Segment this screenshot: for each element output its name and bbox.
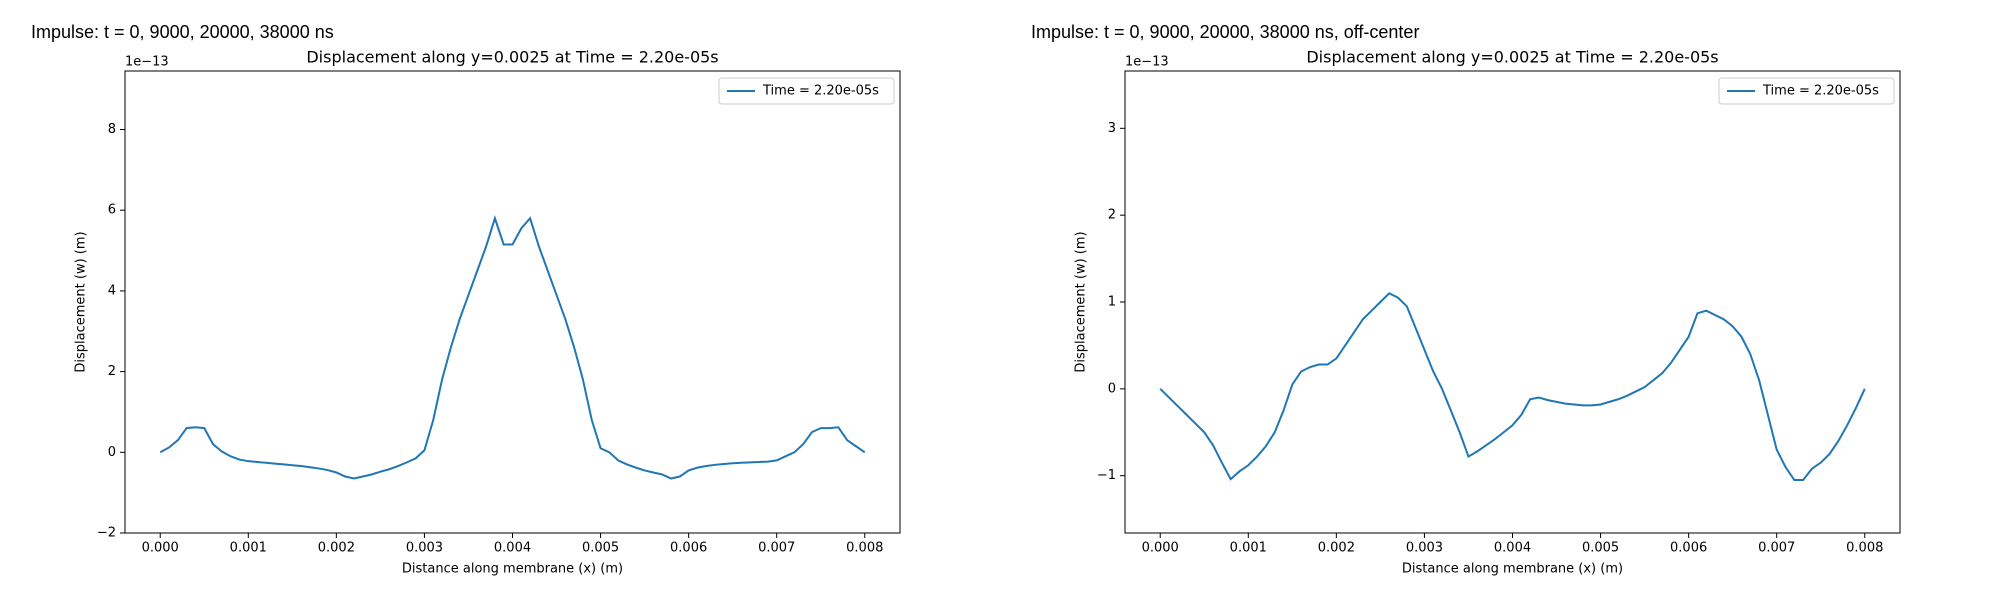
x-tick-label: 0.003 — [1406, 541, 1443, 556]
x-tick-label: 0.004 — [494, 541, 531, 556]
y-tick-label: 2 — [108, 364, 116, 379]
data-line — [1159, 292, 1866, 482]
x-tick-label: 0.006 — [1670, 541, 1707, 556]
x-tick-label: 0.005 — [1582, 541, 1619, 556]
x-tick-label: 0.004 — [1494, 541, 1531, 556]
x-tick-label: 0.002 — [1318, 541, 1355, 556]
y-tick-label: −1 — [1097, 468, 1116, 483]
x-tick-label: 0.003 — [406, 541, 443, 556]
x-tick-label: 0.006 — [670, 541, 707, 556]
legend: Time = 2.20e-05s — [1718, 77, 1895, 105]
x-axis-label: Distance along membrane (x) (m) — [1402, 562, 1623, 577]
legend-box — [1718, 77, 1895, 105]
x-tick-label: 0.001 — [1230, 541, 1267, 556]
legend: Time = 2.20e-05s — [718, 77, 895, 105]
legend-label: Time = 2.20e-05s — [1762, 84, 1879, 99]
y-tick-label: 6 — [108, 203, 116, 218]
axes-title: Displacement along y=0.0025 at Time = 2.… — [1306, 48, 1718, 67]
data-line — [159, 215, 866, 480]
y-offset-label: 1e−13 — [125, 55, 169, 70]
y-tick-label: −2 — [97, 526, 116, 541]
x-axis-label: Distance along membrane (x) (m) — [402, 562, 623, 577]
x-tick-label: 0.000 — [142, 541, 179, 556]
y-tick-label: 0 — [1108, 381, 1116, 396]
axes-title: Displacement along y=0.0025 at Time = 2.… — [306, 48, 718, 67]
y-tick-label: 3 — [1108, 121, 1116, 136]
x-tick-label: 0.005 — [582, 541, 619, 556]
x-tick-label: 0.001 — [230, 541, 267, 556]
y-axis-label: Displacement (w) (m) — [1074, 231, 1089, 372]
y-axis-label: Displacement (w) (m) — [74, 231, 89, 372]
x-tick-label: 0.008 — [846, 541, 883, 556]
x-tick-label: 0.002 — [318, 541, 355, 556]
y-tick-label: 8 — [108, 122, 116, 137]
y-tick-label: 2 — [1108, 208, 1116, 223]
x-tick-label: 0.007 — [1758, 541, 1795, 556]
figure-title: Impulse: t = 0, 9000, 20000, 38000 ns — [31, 22, 334, 42]
legend-box — [718, 77, 895, 105]
legend-label: Time = 2.20e-05s — [762, 84, 879, 99]
y-tick-label: 0 — [108, 445, 116, 460]
x-tick-label: 0.000 — [1142, 541, 1179, 556]
figure-title: Impulse: t = 0, 9000, 20000, 38000 ns, o… — [1031, 22, 1419, 42]
x-tick-label: 0.007 — [758, 541, 795, 556]
y-offset-label: 1e−13 — [1125, 55, 1169, 70]
y-tick-label: 1 — [1108, 295, 1116, 310]
y-tick-label: 4 — [108, 283, 116, 298]
plot-frame — [124, 70, 901, 534]
x-tick-label: 0.008 — [1846, 541, 1883, 556]
plot-frame — [1124, 70, 1901, 534]
